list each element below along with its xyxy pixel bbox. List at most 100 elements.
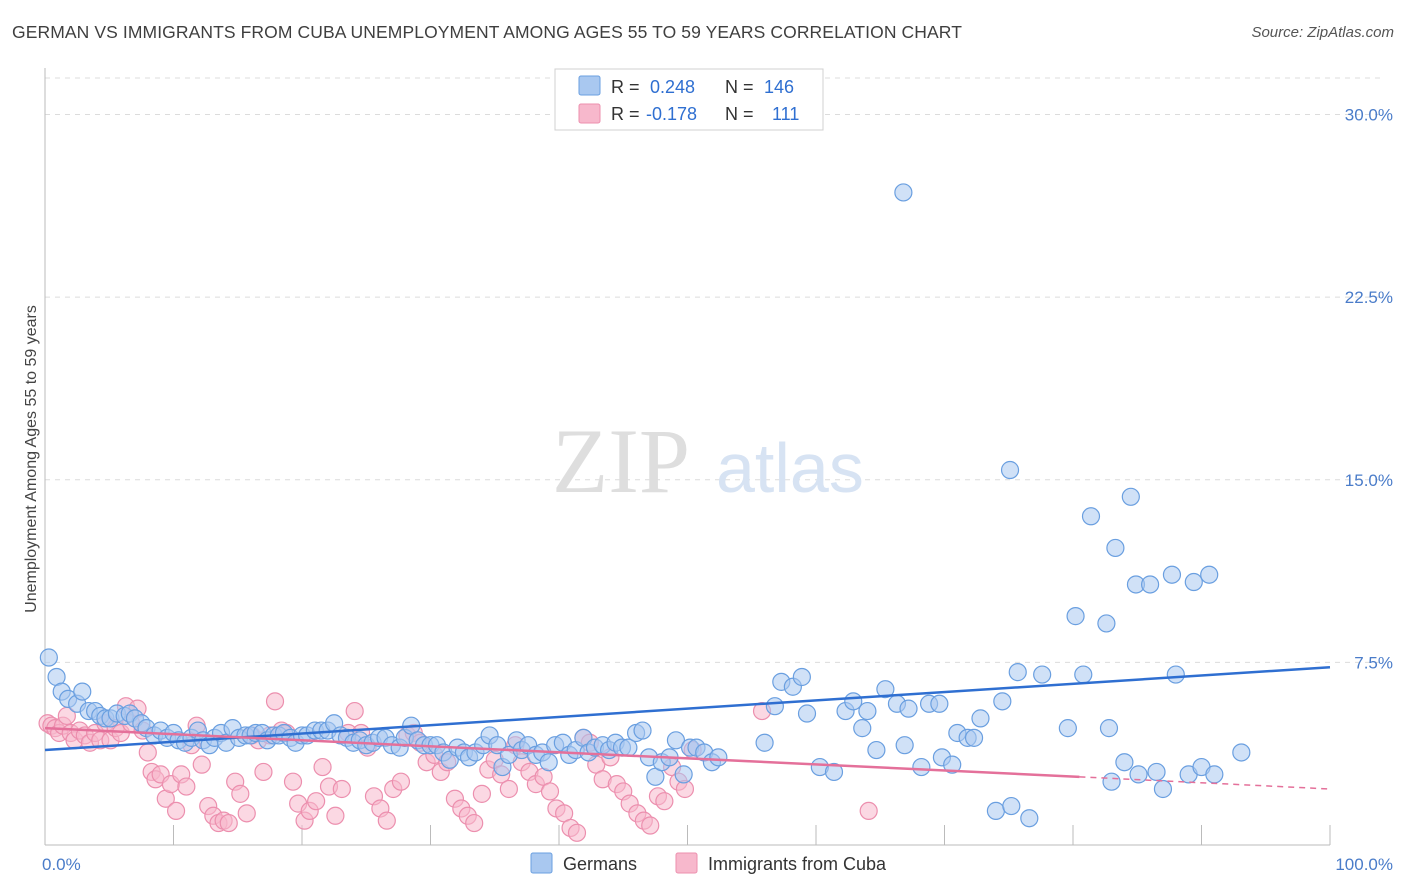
cuba-point [332, 779, 351, 799]
grid-layer [45, 77, 1385, 663]
bottom-legend-swatch-cuba [675, 852, 698, 874]
legend-germans-n-value: 146 [764, 77, 794, 97]
germans-point [1121, 487, 1140, 506]
germans-point [1074, 665, 1093, 684]
germans-point [1200, 565, 1219, 584]
germans-point [1166, 665, 1185, 684]
cuba-point [192, 755, 211, 774]
cuba-point [313, 757, 332, 777]
series-legend: Germans Immigrants from Cuba [530, 852, 887, 874]
series-cuba-points [38, 692, 878, 842]
cuba-point [307, 792, 326, 811]
watermark-atlas: atlas [716, 429, 864, 507]
legend-cuba-r-label: R = [611, 104, 640, 124]
cuba-point [345, 701, 364, 721]
germans-point [1033, 665, 1052, 684]
germans-point [1000, 460, 1020, 480]
cuba-point [231, 784, 250, 803]
germans-point [39, 648, 58, 667]
germans-point [971, 709, 990, 728]
y-axis-title: Unemployment Among Ages 55 to 59 years [23, 305, 40, 613]
germans-point [876, 680, 895, 699]
cuba-point [391, 772, 411, 791]
x-tick-label: 0.0% [42, 855, 81, 874]
germans-point [666, 731, 686, 750]
germans-point [709, 748, 728, 767]
germans-point [1153, 779, 1173, 799]
legend-germans-n-label: N = [725, 77, 754, 97]
trend-lines [44, 666, 1331, 790]
cuba-point [540, 782, 560, 801]
germans-point [912, 757, 931, 777]
legend-cuba-n-label: N = [725, 104, 754, 124]
cuba-point [138, 743, 157, 762]
germans-point [986, 801, 1006, 821]
germans-point [792, 667, 811, 687]
germans-point [930, 694, 949, 713]
legend-cuba-r-value: -0.178 [646, 104, 697, 124]
cuba-point [254, 762, 273, 782]
germans-point [1081, 507, 1101, 526]
germans-point [895, 736, 914, 755]
germans-point [1184, 572, 1203, 592]
germans-point [1058, 719, 1077, 738]
germans-point [539, 753, 558, 772]
x-tick-label: 100.0% [1335, 855, 1393, 874]
germans-point [633, 721, 652, 740]
cuba-point [641, 816, 660, 835]
germans-point [1020, 809, 1039, 828]
germans-point [1106, 538, 1125, 558]
legend-germans-r-label: R = [611, 77, 640, 97]
cuba-point [567, 823, 587, 842]
y-tick-label: 22.5% [1345, 288, 1393, 307]
germans-point [1066, 607, 1085, 626]
axis-layer: 7.5% 15.0% 22.5% 30.0% 0.0% 100.0% [42, 68, 1393, 874]
watermark-zip: ZIP [552, 410, 690, 512]
germans-point [797, 704, 817, 723]
germans-point [853, 719, 872, 738]
germans-point [899, 699, 918, 718]
cuba-point [283, 772, 303, 791]
cuba-point [166, 801, 186, 821]
y-tick-label: 30.0% [1345, 106, 1393, 125]
correlation-legend: R = 0.248 N = 146 R = -0.178 N = 111 [554, 68, 824, 131]
germans-point [1115, 753, 1134, 772]
y-tick-label: 15.0% [1345, 471, 1393, 490]
germans-point [1102, 772, 1121, 791]
cuba-point [472, 784, 491, 803]
legend-germans-r-value: 0.248 [650, 77, 695, 97]
legend-cuba-n-value: 111 [772, 104, 799, 124]
germans-point [73, 682, 92, 701]
chart-source: Source: ZipAtlas.com [1251, 24, 1394, 41]
cuba-point [655, 792, 674, 811]
cuba-point [465, 813, 484, 833]
bottom-legend-germans: Germans [563, 854, 637, 874]
watermark: ZIP atlas [552, 410, 864, 512]
germans-point [1099, 719, 1119, 738]
germans-point [894, 183, 913, 202]
cuba-trend-line [44, 726, 1080, 779]
germans-point [755, 733, 774, 752]
bottom-legend-swatch-germans [530, 852, 553, 874]
cuba-point [859, 801, 878, 821]
cuba-point [326, 806, 345, 825]
germans-point [943, 755, 962, 774]
germans-point [1162, 565, 1182, 584]
germans-point [858, 701, 877, 721]
cuba-point [499, 779, 518, 799]
germans-point [1147, 762, 1166, 782]
germans-trend-line [44, 666, 1331, 752]
germans-point [993, 692, 1012, 711]
cuba-point [177, 777, 196, 796]
cuba-point [219, 813, 238, 833]
germans-point [1205, 765, 1224, 784]
germans-point [824, 762, 844, 782]
germans-point [1097, 614, 1116, 633]
germans-point [765, 697, 784, 716]
germans-point [674, 765, 693, 784]
chart-title: GERMAN VS IMMIGRANTS FROM CUBA UNEMPLOYM… [12, 22, 962, 42]
cuba-point [265, 692, 285, 711]
cuba-point [237, 804, 256, 823]
legend-swatch-cuba [578, 103, 601, 124]
